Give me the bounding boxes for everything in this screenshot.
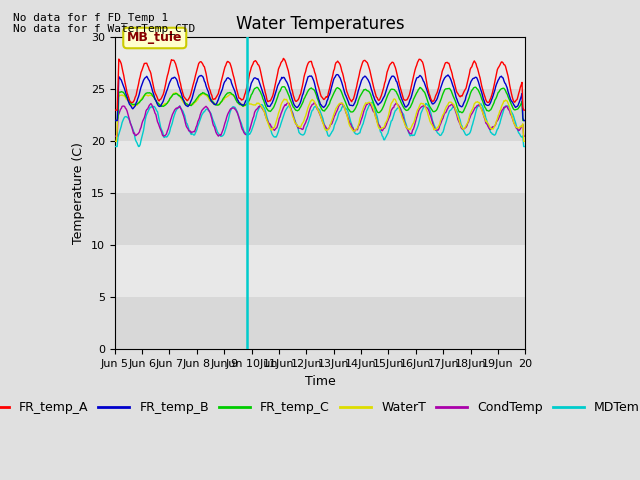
FR_temp_C xyxy=(280,84,288,90)
Text: No data for f WaterTemp_CTD: No data for f WaterTemp_CTD xyxy=(13,23,195,34)
MDTemp_A xyxy=(111,144,118,149)
WaterT xyxy=(307,98,314,104)
Text: MB_tule: MB_tule xyxy=(127,32,182,45)
FR_temp_A xyxy=(513,97,520,103)
CondTemp xyxy=(355,122,363,128)
Bar xyxy=(115,245,525,297)
CondTemp xyxy=(522,133,529,139)
Line: FR_temp_C: FR_temp_C xyxy=(115,87,525,120)
MDTemp_A xyxy=(522,144,529,149)
MDTemp_A xyxy=(448,106,456,111)
FR_temp_C xyxy=(448,90,456,96)
FR_temp_A xyxy=(356,69,364,74)
FR_temp_A xyxy=(309,64,317,70)
CondTemp xyxy=(333,108,340,114)
CondTemp xyxy=(448,101,456,107)
FR_temp_A xyxy=(448,71,456,76)
Title: Water Temperatures: Water Temperatures xyxy=(236,15,404,33)
Bar xyxy=(115,297,525,349)
WaterT xyxy=(172,90,179,96)
FR_temp_A xyxy=(522,107,529,113)
CondTemp xyxy=(111,133,118,139)
WaterT xyxy=(448,100,456,106)
Legend: FR_temp_A, FR_temp_B, FR_temp_C, WaterT, CondTemp, MDTemp_A: FR_temp_A, FR_temp_B, FR_temp_C, WaterT,… xyxy=(0,396,640,419)
FR_temp_B xyxy=(333,72,340,77)
Bar xyxy=(115,141,525,193)
FR_temp_B xyxy=(448,80,456,86)
Line: FR_temp_B: FR_temp_B xyxy=(115,74,525,120)
CondTemp xyxy=(513,125,520,131)
WaterT xyxy=(111,138,118,144)
WaterT xyxy=(334,103,342,108)
Text: No data for f FD_Temp 1: No data for f FD_Temp 1 xyxy=(13,12,168,23)
MDTemp_A xyxy=(333,117,340,122)
FR_temp_B xyxy=(334,72,342,78)
FR_temp_A xyxy=(307,59,314,64)
MDTemp_A xyxy=(369,99,376,105)
WaterT xyxy=(356,116,364,121)
FR_temp_A xyxy=(111,107,118,113)
FR_temp_C xyxy=(334,85,342,91)
FR_temp_C xyxy=(307,85,314,91)
Line: WaterT: WaterT xyxy=(115,93,525,141)
MDTemp_A xyxy=(355,130,363,136)
FR_temp_B xyxy=(308,74,316,80)
FR_temp_C xyxy=(111,118,118,123)
FR_temp_B xyxy=(111,118,118,123)
CondTemp xyxy=(308,102,316,108)
CondTemp xyxy=(365,100,373,106)
FR_temp_C xyxy=(309,86,317,92)
MDTemp_A xyxy=(306,115,314,120)
CondTemp xyxy=(306,107,314,113)
MDTemp_A xyxy=(308,108,316,113)
FR_temp_B xyxy=(306,73,314,79)
FR_temp_A xyxy=(334,58,342,64)
Line: FR_temp_A: FR_temp_A xyxy=(115,59,525,110)
Line: MDTemp_A: MDTemp_A xyxy=(115,102,525,146)
Y-axis label: Temperature (C): Temperature (C) xyxy=(72,143,85,244)
Line: CondTemp: CondTemp xyxy=(115,103,525,136)
FR_temp_C xyxy=(513,107,520,112)
WaterT xyxy=(309,97,317,103)
FR_temp_B xyxy=(513,104,520,110)
Bar xyxy=(115,193,525,245)
FR_temp_C xyxy=(522,118,529,123)
WaterT xyxy=(513,124,520,130)
WaterT xyxy=(522,138,529,144)
FR_temp_B xyxy=(356,83,364,88)
Bar xyxy=(115,37,525,89)
Bar xyxy=(115,89,525,141)
FR_temp_A xyxy=(280,56,287,61)
MDTemp_A xyxy=(513,122,520,128)
FR_temp_B xyxy=(522,118,529,123)
FR_temp_C xyxy=(356,94,364,99)
X-axis label: Time: Time xyxy=(305,374,335,387)
